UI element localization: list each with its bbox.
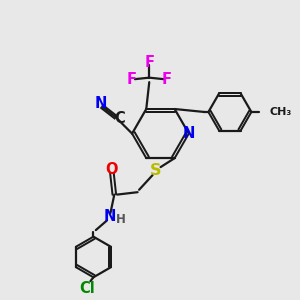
Text: N: N — [94, 96, 107, 111]
Text: F: F — [162, 72, 172, 87]
Text: F: F — [144, 55, 154, 70]
Text: N: N — [103, 208, 116, 224]
Text: CH₃: CH₃ — [269, 107, 292, 117]
Text: C: C — [114, 111, 124, 126]
Text: S: S — [150, 163, 162, 178]
Text: F: F — [127, 72, 137, 87]
Text: O: O — [106, 162, 118, 177]
Text: N: N — [183, 126, 195, 141]
Text: Cl: Cl — [80, 281, 95, 296]
Text: H: H — [116, 213, 126, 226]
